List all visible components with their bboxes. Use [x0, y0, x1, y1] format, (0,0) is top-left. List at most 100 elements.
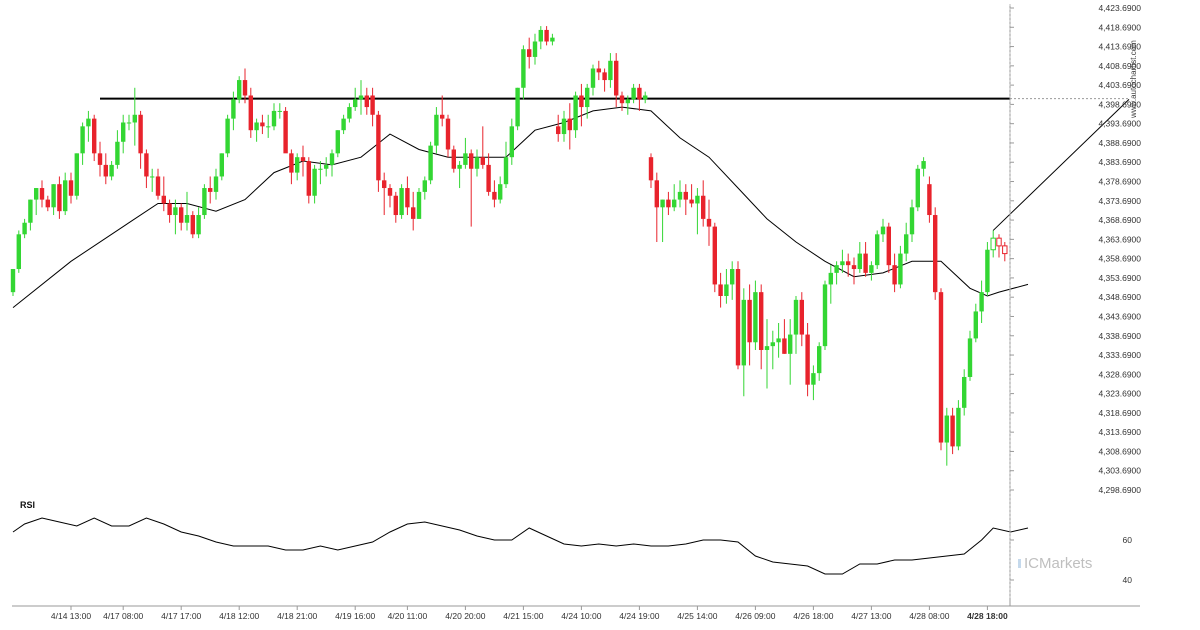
- candle: [956, 400, 961, 451]
- candle: [892, 253, 897, 293]
- candle-body: [382, 180, 387, 189]
- candle-body: [86, 118, 91, 127]
- candle: [341, 114, 346, 135]
- candle-body: [619, 95, 625, 104]
- candle-body: [341, 118, 346, 131]
- candle-body: [544, 29, 549, 42]
- x-tick-label: 4/28 18:00: [967, 611, 1008, 621]
- candle: [556, 114, 561, 142]
- candle: [411, 191, 416, 231]
- candle: [190, 211, 195, 239]
- candle: [544, 26, 549, 46]
- candle-body: [324, 164, 329, 169]
- candle: [759, 284, 764, 370]
- candle: [324, 157, 329, 177]
- x-tick-label: 4/28 08:00: [909, 611, 949, 621]
- candle-body: [793, 299, 799, 335]
- candle-body: [266, 126, 271, 128]
- candle: [179, 203, 184, 231]
- candle: [463, 137, 468, 169]
- candle: [387, 184, 393, 208]
- candle: [538, 26, 543, 50]
- candle-body: [242, 80, 248, 96]
- candle: [782, 319, 787, 354]
- y-tick-label: 4,418.6900: [1098, 22, 1141, 32]
- candle: [741, 288, 746, 397]
- axes: [12, 4, 1140, 610]
- candle: [799, 292, 804, 347]
- brand-logo-text: ICMarkets: [1024, 555, 1092, 572]
- candle-body: [329, 153, 335, 165]
- candle: [208, 176, 213, 204]
- candle: [927, 176, 932, 223]
- rsi-panel: RSI 40 60: [12, 500, 1132, 585]
- candle: [811, 365, 816, 401]
- candle: [34, 188, 39, 216]
- candle-body: [770, 342, 775, 347]
- candle: [689, 184, 694, 208]
- x-tick-label: 4/19 16:00: [335, 611, 375, 621]
- candle-body: [956, 407, 961, 447]
- candle: [898, 245, 903, 289]
- candle: [80, 122, 85, 165]
- moving-average-layer: [12, 106, 1029, 308]
- candle: [788, 319, 793, 385]
- candle-body: [173, 207, 178, 216]
- candle: [248, 87, 253, 138]
- candle-body: [80, 126, 85, 154]
- candle-body: [596, 68, 601, 73]
- candle: [938, 288, 944, 451]
- x-tick-label: 4/21 15:00: [503, 611, 543, 621]
- y-tick-label: 4,318.6900: [1098, 408, 1141, 418]
- candle: [990, 230, 996, 258]
- y-tick-label: 4,313.6900: [1098, 427, 1141, 437]
- candle-body: [411, 207, 416, 219]
- candle: [776, 322, 781, 358]
- candle-body: [764, 346, 770, 350]
- candle-body: [300, 157, 306, 162]
- candle-body: [457, 164, 462, 169]
- candle-body: [782, 338, 787, 354]
- candle-body: [724, 284, 729, 297]
- candle-body: [602, 72, 607, 81]
- candle: [834, 261, 839, 285]
- candle: [863, 242, 868, 277]
- x-tick-label: 4/24 10:00: [561, 611, 601, 621]
- y-tick-label: 4,343.6900: [1098, 311, 1141, 321]
- candle: [805, 322, 810, 397]
- candle-body: [318, 168, 323, 170]
- candle-body: [996, 237, 1002, 247]
- candle: [266, 114, 271, 138]
- candle-body: [585, 87, 590, 108]
- candle: [138, 110, 143, 169]
- candle: [851, 257, 857, 285]
- candle-body: [463, 153, 468, 165]
- candle: [817, 342, 822, 381]
- candle: [150, 168, 155, 192]
- candle: [880, 218, 886, 243]
- candle: [625, 95, 630, 115]
- candle: [666, 191, 671, 216]
- y-tick-label: 4,413.6900: [1098, 42, 1141, 52]
- candle-body: [973, 311, 978, 339]
- candle: [277, 103, 282, 119]
- candle-body: [840, 261, 845, 266]
- candle-body: [869, 265, 874, 273]
- candle: [115, 130, 120, 169]
- y-tick-label: 4,353.6900: [1098, 273, 1141, 283]
- candle: [161, 176, 166, 212]
- watermark-text: www.autochartist.com: [1129, 40, 1138, 119]
- candle: [358, 80, 364, 115]
- candle: [579, 83, 584, 127]
- candle: [271, 103, 277, 131]
- candle: [39, 180, 45, 208]
- candle-body: [45, 199, 50, 208]
- candle-body: [126, 122, 132, 124]
- candle: [469, 149, 474, 227]
- candle-body: [103, 164, 108, 177]
- candle: [869, 261, 874, 281]
- candle-body: [625, 99, 630, 104]
- candle: [608, 53, 613, 88]
- candle: [132, 87, 137, 146]
- candle-body: [347, 107, 352, 119]
